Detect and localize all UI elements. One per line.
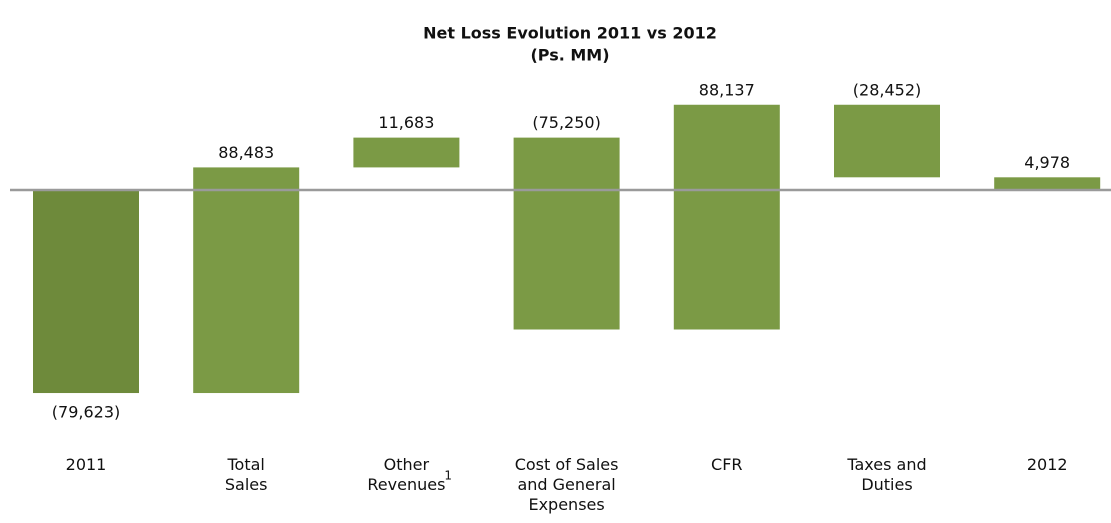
- x-tick-label-line: Other: [384, 455, 430, 474]
- x-tick-label-line: and General: [517, 475, 615, 494]
- bar: [33, 190, 139, 394]
- x-tick-label: Other Revenues: [367, 455, 445, 494]
- x-tick-label: Cost of Sales and General Expenses: [515, 455, 619, 514]
- x-tick-label-line: 2011: [66, 455, 107, 474]
- chart-subtitle: (Ps. MM): [530, 46, 609, 65]
- x-tick-label-line: Revenues: [367, 475, 445, 494]
- bar: [513, 137, 620, 330]
- x-tick-label: CFR: [711, 455, 743, 474]
- value-label: 88,483: [218, 143, 274, 162]
- x-tick-label-line: Duties: [861, 475, 912, 494]
- bar: [994, 177, 1101, 190]
- x-tick-label: 2011: [66, 455, 107, 474]
- x-tick-label-line: CFR: [711, 455, 743, 474]
- x-tick-label-line: Expenses: [528, 495, 604, 514]
- value-label: (79,623): [52, 403, 120, 422]
- x-tick-label-line: Sales: [225, 475, 268, 494]
- x-tick-label-line: 2012: [1027, 455, 1068, 474]
- value-label: 88,137: [699, 80, 755, 99]
- chart-title: Net Loss Evolution 2011 vs 2012: [423, 24, 717, 43]
- x-tick-label: Taxes and Duties: [846, 455, 926, 494]
- value-label: (28,452): [853, 80, 921, 99]
- value-label: 11,683: [378, 113, 434, 132]
- x-tick-label-line: Cost of Sales: [515, 455, 619, 474]
- value-label: (75,250): [532, 113, 600, 132]
- x-tick-label: Total Sales: [225, 455, 268, 494]
- bar: [834, 104, 940, 178]
- x-tick-label-line: Taxes and: [846, 455, 926, 474]
- x-tick-label-line: Total: [227, 455, 265, 474]
- bar: [673, 104, 780, 330]
- value-label: 4,978: [1024, 153, 1070, 172]
- x-tick-label: 2012: [1027, 455, 1068, 474]
- bar: [353, 137, 460, 168]
- bar: [193, 167, 300, 394]
- footnote-mark: 1: [444, 469, 452, 483]
